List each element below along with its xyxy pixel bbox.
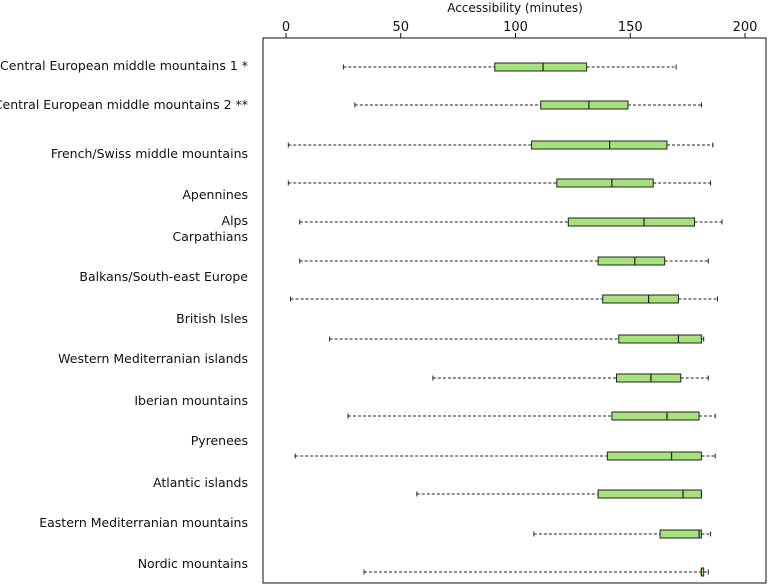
x-tick-label: 0 [282, 20, 290, 35]
category-label: British Isles [176, 311, 248, 326]
category-label: Central European middle mountains 1 * [0, 58, 248, 73]
box-row [290, 294, 718, 304]
x-axis-ticks: 0 50 100 150 200 [282, 20, 758, 38]
box-row [354, 100, 702, 110]
iqr-box [556, 178, 654, 188]
box-row [342, 62, 677, 72]
iqr-box [494, 62, 588, 72]
category-label: Nordic mountains [138, 556, 248, 571]
box-row [287, 178, 712, 188]
category-label: Pyrenees [191, 433, 248, 448]
plot-area [262, 37, 767, 584]
iqr-box [618, 334, 702, 344]
x-tick-label: 200 [733, 20, 758, 35]
box-row [432, 373, 709, 383]
box-row [329, 334, 705, 344]
iqr-box [597, 489, 702, 499]
iqr-box [540, 100, 629, 110]
box-row [363, 567, 709, 577]
category-label: Apennines [182, 187, 248, 202]
box-row [299, 256, 709, 266]
iqr-box [615, 373, 682, 383]
box-series [287, 62, 723, 577]
iqr-box [659, 529, 702, 539]
x-tick-label: 50 [392, 20, 409, 35]
iqr-box [611, 411, 700, 421]
box-row [299, 217, 723, 227]
iqr-box [567, 217, 696, 227]
category-label: Balkans/South-east Europe [79, 269, 248, 284]
box-row [294, 451, 716, 461]
category-label: Atlantic islands [153, 475, 248, 490]
iqr-box [606, 451, 702, 461]
category-label: Alps [222, 213, 248, 228]
iqr-box [597, 256, 666, 266]
box-row [533, 529, 712, 539]
box-row [416, 489, 702, 499]
iqr-box [602, 294, 679, 304]
category-labels: Central European middle mountains 1 * Cen… [0, 58, 248, 571]
category-label: Iberian mountains [134, 393, 248, 408]
category-label: French/Swiss middle mountains [51, 146, 248, 161]
category-label: Central European middle mountains 2 ** [0, 97, 248, 112]
category-label: Western Mediterranian islands [58, 351, 248, 366]
category-label: Carpathians [172, 229, 248, 244]
iqr-box [531, 140, 668, 150]
x-tick-label: 100 [503, 20, 528, 35]
x-tick-label: 150 [618, 20, 643, 35]
x-axis-title: Accessibility (minutes) [447, 1, 583, 15]
box-row [287, 140, 714, 150]
category-label: Eastern Mediterranian mountains [39, 515, 248, 530]
box-row [347, 411, 716, 421]
